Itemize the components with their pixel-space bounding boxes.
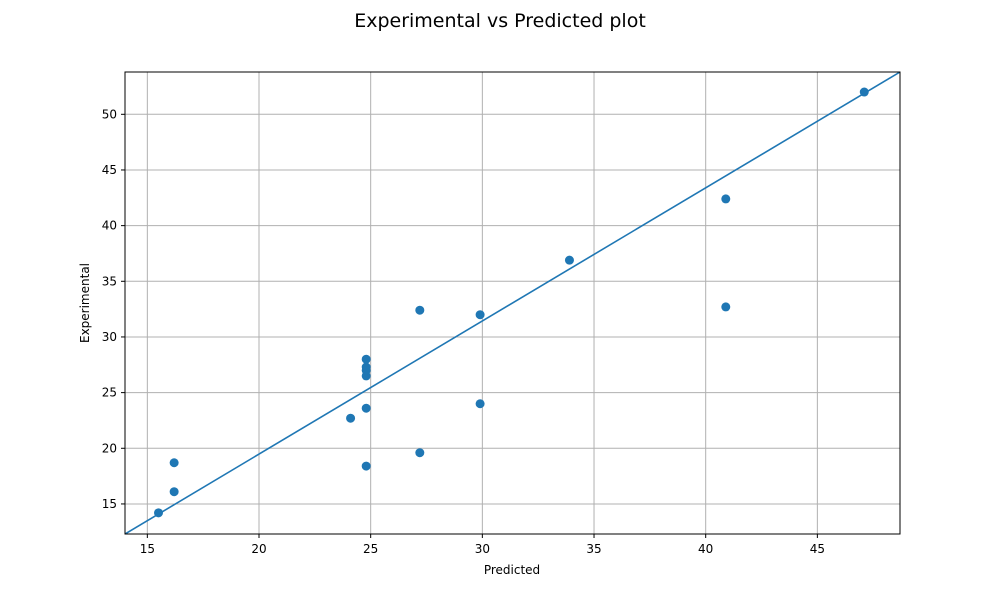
data-point (361, 354, 371, 364)
x-tick-label: 30 (475, 542, 490, 556)
x-tick-label: 25 (363, 542, 378, 556)
data-point (415, 305, 425, 315)
y-tick-label: 20 (102, 441, 117, 455)
x-tick-label: 45 (810, 542, 825, 556)
x-tick-label: 40 (698, 542, 713, 556)
data-point (475, 310, 485, 320)
y-axis-title: Experimental (78, 263, 92, 343)
fit-line-layer (124, 71, 901, 535)
y-tick-label: 45 (102, 163, 117, 177)
x-tick-label: 20 (251, 542, 266, 556)
chart-title: Experimental vs Predicted plot (354, 10, 646, 32)
y-tick-label: 35 (102, 274, 117, 288)
x-tick-label: 15 (140, 542, 155, 556)
y-axis-ticks: 15 20 25 30 35 40 45 50 (102, 107, 125, 511)
plot-area-frame (124, 71, 901, 535)
data-point (564, 255, 574, 265)
data-point (721, 194, 731, 204)
data-point (361, 362, 371, 372)
y-tick-label: 40 (102, 219, 117, 233)
y-tick-label: 25 (102, 386, 117, 400)
data-point (361, 461, 371, 471)
data-point (859, 87, 869, 97)
data-point (154, 508, 164, 518)
data-points (154, 87, 869, 518)
y-tick-label: 15 (102, 497, 117, 511)
x-axis-ticks: 15 20 25 30 35 40 45 (140, 534, 825, 556)
y-tick-label: 30 (102, 330, 117, 344)
grid (125, 72, 900, 534)
data-point (721, 302, 731, 312)
fit-line (124, 71, 901, 535)
data-point (169, 487, 179, 497)
data-point (415, 448, 425, 458)
data-point (475, 399, 485, 409)
y-tick-label: 50 (102, 107, 117, 121)
data-point (346, 413, 356, 423)
data-point (361, 403, 371, 413)
x-axis-title: Predicted (484, 563, 540, 577)
x-tick-label: 35 (586, 542, 601, 556)
data-point (169, 458, 179, 468)
